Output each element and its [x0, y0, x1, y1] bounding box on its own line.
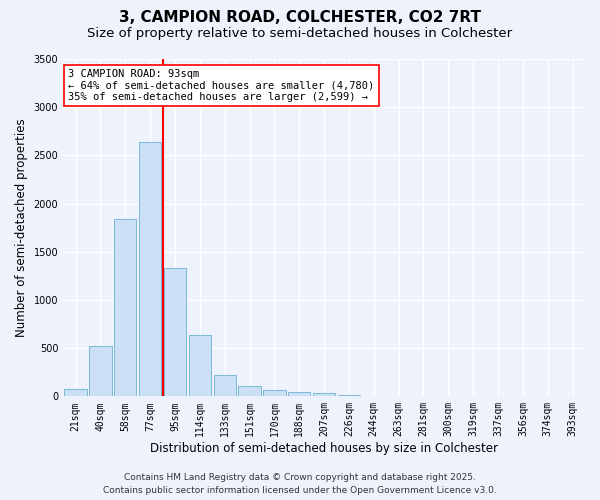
Text: 3, CAMPION ROAD, COLCHESTER, CO2 7RT: 3, CAMPION ROAD, COLCHESTER, CO2 7RT — [119, 10, 481, 25]
Bar — [114, 219, 136, 396]
Text: Size of property relative to semi-detached houses in Colchester: Size of property relative to semi-detach… — [88, 28, 512, 40]
Text: 3 CAMPION ROAD: 93sqm
← 64% of semi-detached houses are smaller (4,780)
35% of s: 3 CAMPION ROAD: 93sqm ← 64% of semi-deta… — [68, 69, 374, 102]
Y-axis label: Number of semi-detached properties: Number of semi-detached properties — [15, 118, 28, 337]
Bar — [64, 388, 87, 396]
Bar — [188, 334, 211, 396]
Bar — [263, 390, 286, 396]
Bar — [288, 392, 310, 396]
Bar — [313, 394, 335, 396]
Text: Contains HM Land Registry data © Crown copyright and database right 2025.
Contai: Contains HM Land Registry data © Crown c… — [103, 474, 497, 495]
Bar — [164, 268, 186, 396]
Bar — [139, 142, 161, 397]
Bar — [214, 375, 236, 396]
Bar — [89, 346, 112, 397]
X-axis label: Distribution of semi-detached houses by size in Colchester: Distribution of semi-detached houses by … — [150, 442, 498, 455]
Bar — [238, 386, 261, 396]
